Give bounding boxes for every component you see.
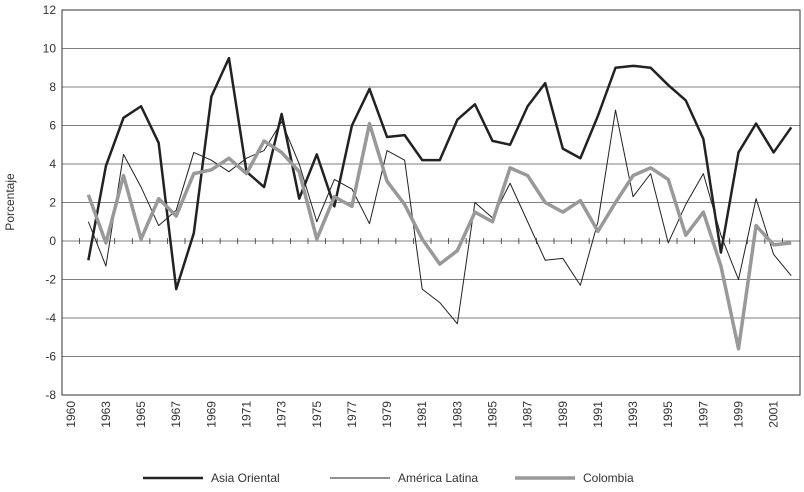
x-tick-label: 2001 [767,401,781,428]
x-tick-label: 1973 [275,401,289,428]
y-tick-label: 10 [43,42,57,56]
x-tick-label: 1977 [345,401,359,428]
series-line [87,56,793,291]
x-tick-label: 1997 [696,401,710,428]
x-tick-label: 1991 [591,401,605,428]
y-tick-label: -2 [45,273,56,287]
legend-label: Colombia [583,471,634,485]
y-tick-label: 8 [49,80,56,94]
x-tick-label: 1989 [556,401,570,428]
x-tick-label: 1993 [626,401,640,428]
x-tick-label: 1965 [134,401,148,428]
y-tick-label: -8 [45,388,56,402]
x-tick-label: 1967 [169,401,183,428]
x-tick-label: 1979 [380,401,394,428]
series-line [86,121,792,351]
y-axis-label: Porcentaje [3,173,17,231]
x-tick-label: 1983 [450,401,464,428]
y-tick-label: 2 [49,196,56,210]
y-tick-label: -6 [45,350,56,364]
legend-label: Asia Oriental [211,471,280,485]
y-tick-label: 6 [49,119,56,133]
x-tick-label: 1960 [64,401,78,428]
x-tick-label: 1971 [240,401,254,428]
x-tick-label: 1985 [486,401,500,428]
x-tick-label: 1999 [732,401,746,428]
x-tick-label: 1969 [204,401,218,428]
legend-label: América Latina [398,471,478,485]
x-tick-label: 1987 [521,401,535,428]
y-tick-label: 0 [49,234,56,248]
x-tick-label: 1963 [99,401,113,428]
plot-frame [61,9,801,396]
x-tick-label: 1975 [310,401,324,428]
y-tick-label: 4 [49,157,56,171]
x-tick-label: 1981 [415,401,429,428]
y-tick-label: 12 [43,3,57,17]
x-tick-label: 1995 [661,401,675,428]
series-line [87,109,792,325]
y-tick-label: -4 [45,311,56,325]
